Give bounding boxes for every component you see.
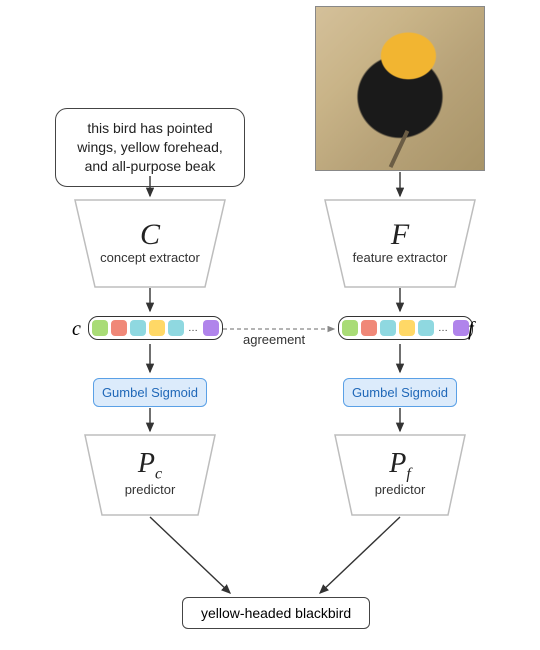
trap-pc-symbol: Pc xyxy=(85,448,215,484)
output-label: yellow-headed blackbird xyxy=(201,605,351,621)
output-box: yellow-headed blackbird xyxy=(182,597,370,629)
vec-cell xyxy=(130,320,146,336)
vec-c-label: c xyxy=(72,318,81,341)
image-input xyxy=(315,6,485,171)
vec-cell xyxy=(453,320,469,336)
gumbel-sigmoid-left: Gumbel Sigmoid xyxy=(93,378,207,407)
trap-f-symbol: F xyxy=(325,218,475,252)
vec-dots: … xyxy=(437,323,450,334)
agreement-label: agreement xyxy=(243,332,305,347)
trap-f-labels: F feature extractor xyxy=(325,218,475,265)
trap-pc-labels: Pc predictor xyxy=(85,448,215,497)
vec-cell xyxy=(168,320,184,336)
text-input-content: this bird has pointed wings, yellow fore… xyxy=(77,120,223,174)
vec-cell xyxy=(380,320,396,336)
gumbel-sigmoid-right: Gumbel Sigmoid xyxy=(343,378,457,407)
arrow-pc-to-out xyxy=(150,517,230,593)
vec-cell xyxy=(399,320,415,336)
arrow-pf-to-out xyxy=(320,517,400,593)
trap-pf-labels: Pf predictor xyxy=(335,448,465,497)
trap-pf-label: predictor xyxy=(335,482,465,497)
vec-dots: … xyxy=(187,323,200,334)
vec-cell xyxy=(149,320,165,336)
vec-cell xyxy=(418,320,434,336)
trap-c-label: concept extractor xyxy=(75,250,225,265)
vec-cell xyxy=(111,320,127,336)
vec-f-label: f xyxy=(468,318,474,341)
trap-c-symbol: C xyxy=(75,218,225,252)
vec-cell xyxy=(361,320,377,336)
vec-cell xyxy=(342,320,358,336)
trap-pf-symbol: Pf xyxy=(335,448,465,484)
text-input-box: this bird has pointed wings, yellow fore… xyxy=(55,108,245,187)
trap-c-labels: C concept extractor xyxy=(75,218,225,265)
trap-f-label: feature extractor xyxy=(325,250,475,265)
vec-cell xyxy=(203,320,219,336)
vec-cell xyxy=(92,320,108,336)
bird-image xyxy=(316,7,484,170)
vector-f: … xyxy=(338,316,473,340)
vector-c: … xyxy=(88,316,223,340)
trap-pc-label: predictor xyxy=(85,482,215,497)
